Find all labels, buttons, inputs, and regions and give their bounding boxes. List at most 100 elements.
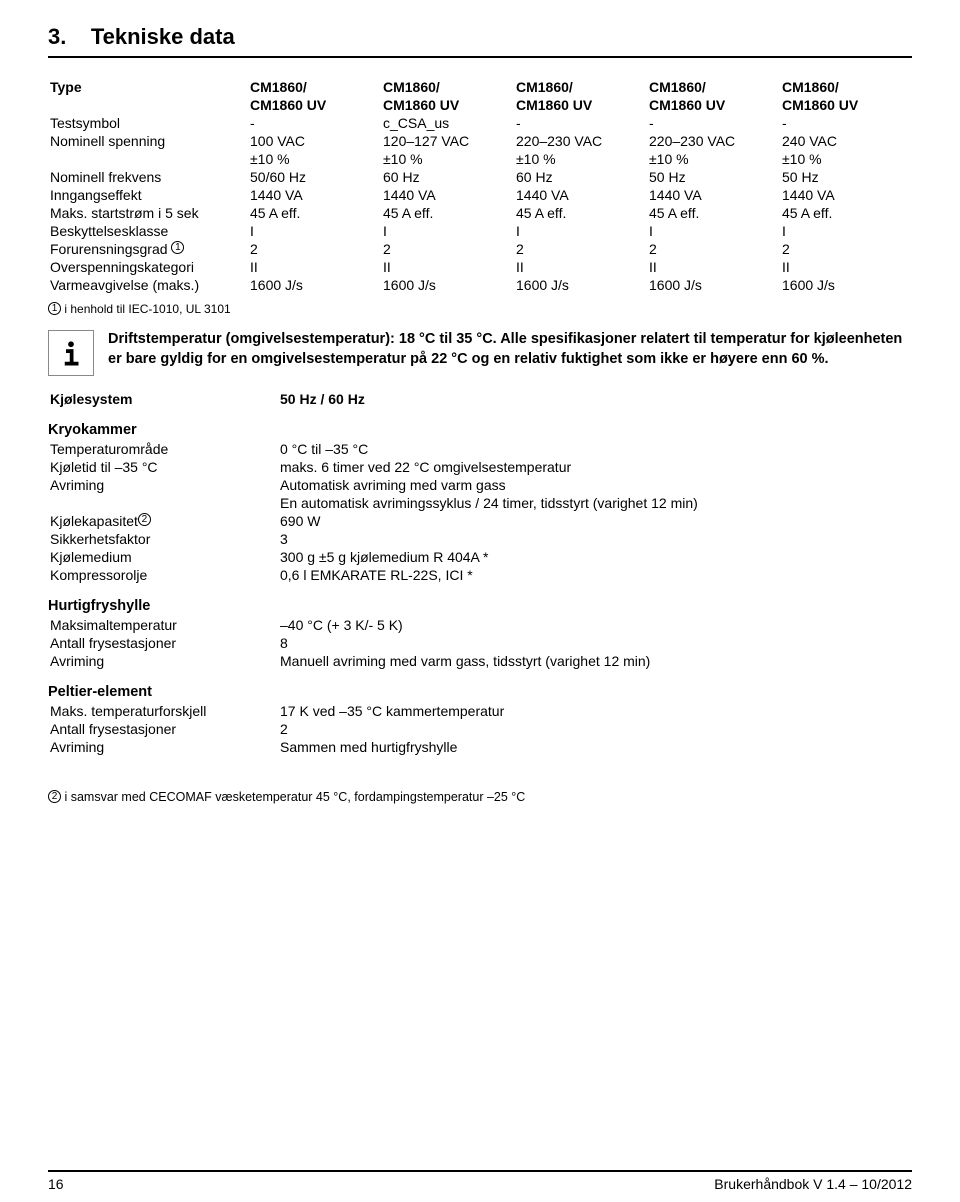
kv-value: 0,6 l EMKARATE RL-22S, ICI *	[278, 566, 912, 584]
section-title: 3. Tekniske data	[48, 24, 912, 50]
kv-key: Antall frysestasjoner	[48, 634, 278, 652]
cell: 60 Hz	[514, 168, 647, 186]
cell: 1440 VA	[780, 186, 913, 204]
row-label: Overspenningskategori	[48, 258, 248, 276]
table-row: Nominell frekvens50/60 Hz60 Hz60 Hz50 Hz…	[48, 168, 913, 186]
cell: ±10 %	[381, 150, 514, 168]
kv-key	[48, 494, 278, 512]
cooling-value: 50 Hz / 60 Hz	[280, 391, 365, 407]
kv-value: 300 g ±5 g kjølemedium R 404A *	[278, 548, 912, 566]
cell: 60 Hz	[381, 168, 514, 186]
peltier-heading: Peltier-element	[48, 684, 912, 700]
cell: 1440 VA	[381, 186, 514, 204]
cell: I	[647, 222, 780, 240]
cell: -	[647, 114, 780, 132]
kryo-heading: Kryokammer	[48, 422, 912, 438]
col-header: CM1860 UV	[514, 96, 647, 114]
cell: II	[381, 258, 514, 276]
hurtig-block: Hurtigfryshylle Maksimaltemperatur–40 °C…	[48, 598, 912, 670]
cell: 1440 VA	[514, 186, 647, 204]
table-header-row-2: CM1860 UV CM1860 UV CM1860 UV CM1860 UV …	[48, 96, 913, 114]
footnote-1: 1 i henhold til IEC-1010, UL 3101	[48, 302, 912, 316]
cell: ±10 %	[514, 150, 647, 168]
col-header: CM1860/	[647, 78, 780, 96]
kv-value: Automatisk avriming med varm gass	[278, 476, 912, 494]
circled-1-icon: 1	[48, 302, 61, 315]
kv-row: Antall frysestasjoner2	[48, 720, 912, 738]
cell: 2	[780, 240, 913, 258]
page-number: 16	[48, 1176, 64, 1192]
page-footer: 16 Brukerhåndbok V 1.4 – 10/2012	[48, 1170, 912, 1192]
cell: ±10 %	[780, 150, 913, 168]
info-icon	[48, 330, 94, 376]
col-header	[48, 96, 248, 114]
kv-key: Kjølekapasitet2	[48, 512, 278, 530]
hurtig-heading: Hurtigfryshylle	[48, 598, 912, 614]
row-label: Inngangseffekt	[48, 186, 248, 204]
section-heading: Tekniske data	[91, 24, 235, 49]
section-number: 3.	[48, 24, 66, 49]
table-row: ±10 %±10 %±10 %±10 %±10 %	[48, 150, 913, 168]
col-header: CM1860 UV	[780, 96, 913, 114]
circled-2-icon: 2	[138, 513, 151, 526]
cell: 50 Hz	[780, 168, 913, 186]
cell: 1440 VA	[248, 186, 381, 204]
row-label: Forurensningsgrad 1	[48, 240, 248, 258]
cell: 45 A eff.	[647, 204, 780, 222]
cell: 1600 J/s	[780, 276, 913, 294]
kv-key: Maksimaltemperatur	[48, 616, 278, 634]
kv-row: AvrimingSammen med hurtigfryshylle	[48, 738, 912, 756]
kv-key: Avriming	[48, 476, 278, 494]
kv-row: Kompressorolje0,6 l EMKARATE RL-22S, ICI…	[48, 566, 912, 584]
kv-key: Avriming	[48, 652, 278, 670]
kv-value: Sammen med hurtigfryshylle	[278, 738, 912, 756]
col-header: Type	[48, 78, 248, 96]
col-header: CM1860/	[248, 78, 381, 96]
kv-row: Sikkerhetsfaktor3	[48, 530, 912, 548]
cell: 2	[248, 240, 381, 258]
kv-row: En automatisk avrimingssyklus / 24 timer…	[48, 494, 912, 512]
cell: 1600 J/s	[381, 276, 514, 294]
cell: ±10 %	[647, 150, 780, 168]
row-label: Beskyttelsesklasse	[48, 222, 248, 240]
cell: I	[381, 222, 514, 240]
cell: 45 A eff.	[780, 204, 913, 222]
kv-value: 0 °C til –35 °C	[278, 440, 912, 458]
table-row: Nominell spenning100 VAC120–127 VAC220–2…	[48, 132, 913, 150]
kv-row: Temperaturområde0 °C til –35 °C	[48, 440, 912, 458]
row-label: Testsymbol	[48, 114, 248, 132]
footer-right: Brukerhåndbok V 1.4 – 10/2012	[714, 1176, 912, 1192]
footnote-text: i samsvar med CECOMAF væsketemperatur 45…	[64, 790, 525, 804]
table-header-row: Type CM1860/ CM1860/ CM1860/ CM1860/ CM1…	[48, 78, 913, 96]
kv-key: Temperaturområde	[48, 440, 278, 458]
cell: -	[248, 114, 381, 132]
spec-table: Type CM1860/ CM1860/ CM1860/ CM1860/ CM1…	[48, 78, 913, 294]
circled-2-icon: 2	[48, 790, 61, 803]
kv-row: Kjøletid til –35 °Cmaks. 6 timer ved 22 …	[48, 458, 912, 476]
cell: 50 Hz	[647, 168, 780, 186]
info-box: Driftstemperatur (omgivelsestemperatur):…	[48, 330, 912, 376]
info-text: Driftstemperatur (omgivelsestemperatur):…	[108, 330, 912, 369]
kv-row: Maks. temperaturforskjell17 K ved –35 °C…	[48, 702, 912, 720]
kv-value: –40 °C (+ 3 K/- 5 K)	[278, 616, 912, 634]
kv-value: Manuell avriming med varm gass, tidsstyr…	[278, 652, 912, 670]
kv-value: En automatisk avrimingssyklus / 24 timer…	[278, 494, 912, 512]
cell: c_CSA_us	[381, 114, 514, 132]
row-label: Nominell spenning	[48, 132, 248, 150]
cell: ±10 %	[248, 150, 381, 168]
cell: -	[780, 114, 913, 132]
col-header: CM1860 UV	[248, 96, 381, 114]
cell: 1440 VA	[647, 186, 780, 204]
footnote-2: 2 i samsvar med CECOMAF væsketemperatur …	[48, 790, 912, 804]
cell: I	[514, 222, 647, 240]
row-label: Nominell frekvens	[48, 168, 248, 186]
cell: II	[514, 258, 647, 276]
table-row: OverspenningskategoriIIIIIIIIII	[48, 258, 913, 276]
row-label: Maks. startstrøm i 5 sek	[48, 204, 248, 222]
peltier-block: Peltier-element Maks. temperaturforskjel…	[48, 684, 912, 756]
table-row: Inngangseffekt1440 VA1440 VA1440 VA1440 …	[48, 186, 913, 204]
kryokammer-block: Kryokammer Temperaturområde0 °C til –35 …	[48, 422, 912, 584]
footnote-symbol: 1	[48, 302, 64, 316]
kv-row: Antall frysestasjoner8	[48, 634, 912, 652]
kv-value: 690 W	[278, 512, 912, 530]
